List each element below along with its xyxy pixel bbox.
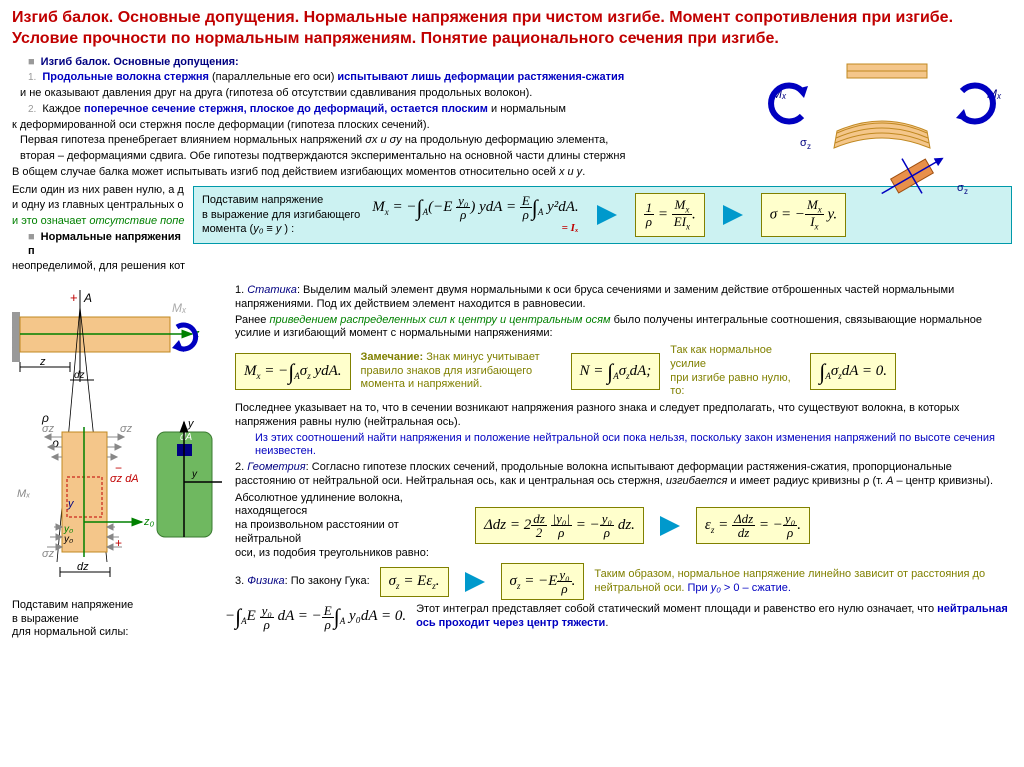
ix-note: = Iₓ [372, 222, 578, 236]
page-title: Изгиб балок. Основные допущения. Нормаль… [12, 8, 1012, 50]
geom-text2: изгибается [666, 475, 728, 487]
cyan-text4: ) : [281, 223, 294, 235]
list-number: 2. [28, 104, 36, 115]
y0-label: y₀ [711, 582, 721, 594]
arrow-right-icon [597, 205, 617, 225]
svg-text:+: + [70, 290, 78, 305]
assumption2-part3: и нормальным [488, 103, 566, 115]
assumption2-part2: поперечное сечение стержня, плоское до д… [84, 103, 488, 115]
geom-text4: – центр кривизны). [893, 475, 993, 487]
svg-text:y: y [191, 469, 198, 480]
svg-text:dz: dz [74, 370, 85, 381]
assumption1-part2: (параллельные его оси) [209, 71, 337, 83]
svg-text:A: A [83, 291, 92, 305]
geom-name: Геометрия [247, 461, 305, 473]
normal-force-integral: −∫AE y₀ρ dA = −Eρ∫A y₀dA = 0. [225, 603, 406, 631]
hyp-text1: Первая гипотеза пренебрегает влиянием но… [20, 134, 365, 146]
section2-heading: Нормальные напряжения п [28, 231, 181, 257]
svg-text:−: − [115, 461, 122, 475]
normal-text1: Так как нормальное усилие [670, 344, 800, 372]
phys-name: Физика [247, 575, 284, 587]
assumption2-part1: Каждое [42, 103, 84, 115]
svg-text:z: z [807, 142, 811, 151]
svg-text:σz: σz [120, 423, 133, 435]
xy-label: x и y [559, 166, 582, 178]
integral-text1: Этот интеграл представляет собой статиче… [416, 603, 937, 615]
thus-text3: > 0 – сжатие. [721, 582, 791, 594]
statics-text: : Выделим малый элемент двумя нормальным… [235, 284, 954, 310]
list-number: 1. [28, 72, 36, 83]
svg-text:Mₓ: Mₓ [172, 301, 187, 315]
svg-text:z: z [964, 187, 968, 196]
geom-text3: и имеет радиус кривизны ρ (т. [727, 475, 886, 487]
cyan-text1: Подставим напряжение [202, 193, 360, 207]
subst-text1: Подставим напряжение [12, 599, 227, 613]
geom-num: 2. [235, 461, 247, 473]
cyan-text2: в выражение для изгибающего [202, 208, 360, 222]
epsilon-formula: εz = Δdzdz = −y₀ρ. [696, 507, 810, 544]
note-label: Замечание: [361, 351, 424, 363]
last-text: Последнее указывает на то, что в сечении… [235, 402, 959, 428]
n-formula: N = ∫AσzdA; [571, 353, 661, 391]
mx-formula: Mx = −∫Aσz ydA. [235, 353, 351, 391]
abs-text2: на произвольном расстоянии от нейтрально… [235, 519, 465, 547]
statics-name: Статика [247, 284, 297, 296]
green-note1: и это означает [12, 215, 89, 227]
cyan-text3: момента ( [202, 223, 253, 235]
general-text2: Если один из них равен нулю, а д [12, 184, 184, 196]
bullet-icon: ■ [28, 56, 35, 68]
prev-text1b: приведением распределенных сил к центру … [269, 314, 610, 326]
blue-note: Из этих соотношений найти напряжения и п… [255, 432, 995, 458]
subst-text3: для нормальной силы: [12, 626, 227, 640]
svg-text:σ: σ [957, 182, 964, 194]
svg-text:y: y [187, 418, 195, 430]
element-diagram: z Mₓ A + z dz ρ ρ [12, 282, 227, 640]
assumption1-part4: и не оказывают давления друг на друга (г… [20, 87, 532, 99]
svg-text:σz: σz [42, 548, 55, 560]
moment-integral-formula: Mx = −∫A(−E y₀ρ) ydA = Eρ∫A y²dA. = Iₓ [372, 194, 578, 235]
arrow-right-icon [723, 205, 743, 225]
svg-text:y₀: y₀ [63, 534, 73, 545]
svg-text:σz: σz [42, 423, 55, 435]
statics-num: 1. [235, 284, 247, 296]
abs-text1: Абсолютное удлинение волокна, находящего… [235, 492, 465, 520]
arrow-right-icon [465, 572, 485, 592]
assumption1-part3: испытывают лишь деформации растяжения-сж… [337, 71, 624, 83]
curvature-formula: 1ρ = MxEIx. [635, 193, 705, 237]
svg-text:z₀: z₀ [143, 516, 155, 528]
zero-formula: ∫AσzdA = 0. [810, 353, 896, 391]
bending-diagram: Mₓ Mₓ σz σz [752, 56, 1012, 216]
svg-text:z: z [39, 356, 46, 368]
thus-text2: При [687, 582, 710, 594]
subst-text2: в выражение [12, 613, 227, 627]
arrow-right-icon [660, 516, 680, 536]
svg-text:+: + [115, 536, 122, 550]
svg-text:dA: dA [180, 432, 193, 443]
hyp-text2: на продольную деформацию элемента, [402, 134, 609, 146]
delta-dz-formula: Δdz = 2dz2 |y₀|ρ = −y₀ρ dz. [475, 507, 644, 544]
prev-text1: Ранее [235, 314, 269, 326]
general-text3: и одну из главных центральных о [12, 199, 184, 211]
svg-text:Mₓ: Mₓ [17, 488, 30, 500]
svg-text:σ: σ [800, 137, 807, 149]
general-text1: В общем случае балка может испытывать из… [12, 166, 559, 178]
abs-text3: оси, из подобия треугольников равно: [235, 547, 465, 561]
hyp-text3: вторая – деформациями сдвига. Обе гипоте… [20, 150, 625, 162]
section1-heading: Изгиб балок. Основные допущения: [41, 56, 239, 68]
hooke-formula: σz = Eεz. [380, 567, 449, 597]
normal-text2: при изгибе равно нулю, то: [670, 372, 800, 400]
assumption1-part1: Продольные волокна стержня [42, 71, 209, 83]
section2-text: неопределимой, для решения кот [12, 260, 185, 272]
phys-text: : По закону Гука: [285, 575, 370, 587]
assumption2-part4: к деформированной оси стержня после дефо… [12, 119, 430, 131]
sigma-xy: σx и σy [365, 134, 402, 146]
sigma-z-formula: σz = −Ey₀ρ. [501, 563, 585, 600]
bullet-icon: ■ [28, 231, 35, 243]
svg-text:dz: dz [77, 561, 89, 573]
green-note1b: отсутствие попе [89, 215, 184, 227]
phys-num: 3. [235, 575, 247, 587]
cyan-y0: y₀ ≡ y [253, 223, 281, 235]
